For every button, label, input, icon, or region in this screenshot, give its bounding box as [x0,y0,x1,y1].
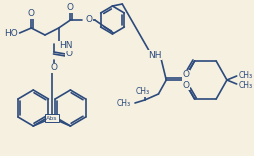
Text: O: O [67,3,74,12]
Text: CH₃: CH₃ [238,71,252,80]
Text: CH₃: CH₃ [238,80,252,90]
Text: NH: NH [147,51,161,59]
Text: O: O [66,49,73,58]
Text: HN: HN [58,41,72,51]
FancyBboxPatch shape [45,114,58,122]
Text: Abs: Abs [46,115,57,120]
Text: O: O [182,80,188,90]
Text: HO: HO [4,29,18,37]
Text: CH₃: CH₃ [135,88,149,97]
Text: O: O [28,10,35,19]
Text: O: O [50,63,57,73]
Text: O: O [182,71,188,79]
Text: O: O [85,15,92,24]
Text: CH₃: CH₃ [117,100,131,109]
